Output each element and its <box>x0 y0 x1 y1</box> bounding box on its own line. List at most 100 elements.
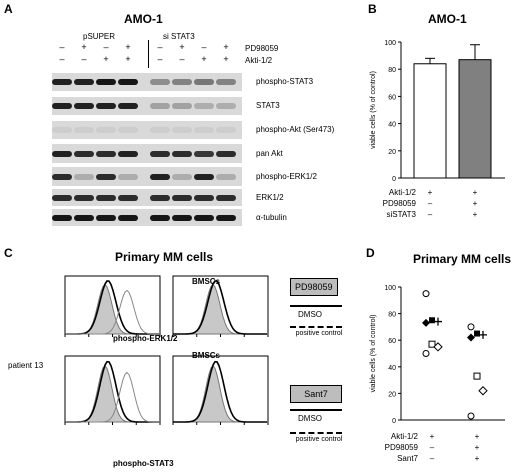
blot-band <box>172 103 192 109</box>
condition-sign: + <box>475 432 480 441</box>
data-point <box>422 318 430 327</box>
blot-row-label: STAT3 <box>256 101 280 110</box>
data-point <box>479 330 487 339</box>
dmso-histogram <box>173 280 267 335</box>
blot-band <box>150 214 170 221</box>
viability-bar-chart: 0 20 40 60 80 100 viable cells (% of control) A… <box>370 40 505 219</box>
legend-pd98059: PD98059 <box>290 278 338 296</box>
blot-band <box>194 150 214 157</box>
data-point <box>422 290 430 298</box>
treatment-akti: Akti-1/2 <box>245 56 273 65</box>
bar <box>413 63 447 179</box>
blot-band <box>216 150 236 157</box>
pd98059-sign: – <box>59 42 65 52</box>
blot-band <box>96 103 116 109</box>
akti-sign: – <box>157 54 163 64</box>
scatter-condition-label: PD98059 <box>385 443 419 452</box>
blot-band <box>74 150 94 157</box>
y-tick-label: 40 <box>388 122 396 129</box>
panel-a-title: AMO-1 <box>124 12 163 26</box>
blot-band <box>216 103 236 109</box>
bar <box>458 59 492 179</box>
pd98059-sign: + <box>179 42 185 52</box>
blot-band <box>52 173 72 180</box>
legend-dmso-2: DMSO <box>298 414 322 423</box>
blot-band <box>118 79 138 85</box>
blot-band <box>118 150 138 157</box>
data-point <box>467 323 475 331</box>
xlabel-perk: phospho-ERK1/2 <box>113 334 178 343</box>
panel-c-title: Primary MM cells <box>115 250 214 264</box>
blot-strip <box>52 121 242 139</box>
data-point <box>478 386 488 396</box>
group-sistat3: si STAT3 <box>163 32 195 41</box>
blot-band <box>172 194 192 201</box>
y-tick-label: 80 <box>388 67 396 74</box>
condition-sign: + <box>473 188 478 197</box>
blot-band <box>216 173 236 180</box>
viability-scatter-chart: 0 20 40 60 80 100 viable cells (% of control) A… <box>370 285 505 463</box>
blot-row-label: ERK1/2 <box>256 192 284 202</box>
panel-b-label: B <box>368 2 377 16</box>
blot-band <box>172 173 192 180</box>
blot-band <box>118 103 138 109</box>
group-divider <box>148 40 149 68</box>
blot-band <box>52 79 72 85</box>
blot-band <box>96 150 116 157</box>
dmso-histogram <box>173 360 267 423</box>
blot-strip <box>52 97 242 115</box>
akti-sign: + <box>103 54 109 64</box>
blot-strip <box>52 144 242 163</box>
blot-strip <box>52 209 242 226</box>
blot-band <box>150 127 170 133</box>
panel-c-label: C <box>4 246 13 260</box>
blot-strip <box>52 167 242 186</box>
y-tick-label: 0 <box>392 418 396 425</box>
blot-band <box>172 214 192 221</box>
panel-d-title: Primary MM cells <box>413 252 512 266</box>
blot-band <box>172 79 192 85</box>
condition-sign: + <box>430 432 435 441</box>
condition-sign: – <box>428 210 433 219</box>
blot-band <box>118 173 138 180</box>
xlabel-pstat3: phospho-STAT3 <box>113 459 174 468</box>
blot-band <box>150 173 170 180</box>
pd98059-sign: – <box>157 42 163 52</box>
blot-band <box>74 194 94 201</box>
blot-band <box>172 127 192 133</box>
blot-band <box>96 127 116 133</box>
data-point <box>429 317 435 324</box>
blot-strip <box>52 73 242 91</box>
data-point <box>433 342 443 352</box>
legend-dmso-line <box>290 305 342 307</box>
blot-band <box>150 194 170 201</box>
y-tick-label: 100 <box>384 285 396 292</box>
y-tick-label: 100 <box>384 40 396 47</box>
pd98059-sign: + <box>125 42 131 52</box>
blot-band <box>150 103 170 109</box>
blot-band <box>74 103 94 109</box>
blot-band <box>74 79 94 85</box>
y-tick-label: 80 <box>388 312 396 319</box>
pd98059-sign: + <box>223 42 229 52</box>
bar-chart-condition-label: PD98059 <box>383 199 417 208</box>
blot-band <box>216 194 236 201</box>
scatter-condition-label: Akti-1/2 <box>391 432 419 441</box>
y-tick-label: 60 <box>388 338 396 345</box>
bar-chart-condition-label: siSTAT3 <box>387 210 417 219</box>
condition-sign: – <box>430 443 435 452</box>
blot-band <box>216 127 236 133</box>
data-point <box>434 317 442 326</box>
data-point <box>467 333 475 342</box>
y-tick-label: 60 <box>388 94 396 101</box>
blot-strip <box>52 189 242 206</box>
akti-sign: – <box>81 54 87 64</box>
pd98059-sign: – <box>201 42 207 52</box>
blot-row-label: phospho-STAT3 <box>256 77 314 86</box>
blot-band <box>96 194 116 201</box>
blot-band <box>52 214 72 221</box>
blot-band <box>74 214 94 221</box>
bar-chart-y-label: viable cells (% of control) <box>370 71 377 149</box>
blot-band <box>150 150 170 157</box>
data-point <box>467 412 475 420</box>
